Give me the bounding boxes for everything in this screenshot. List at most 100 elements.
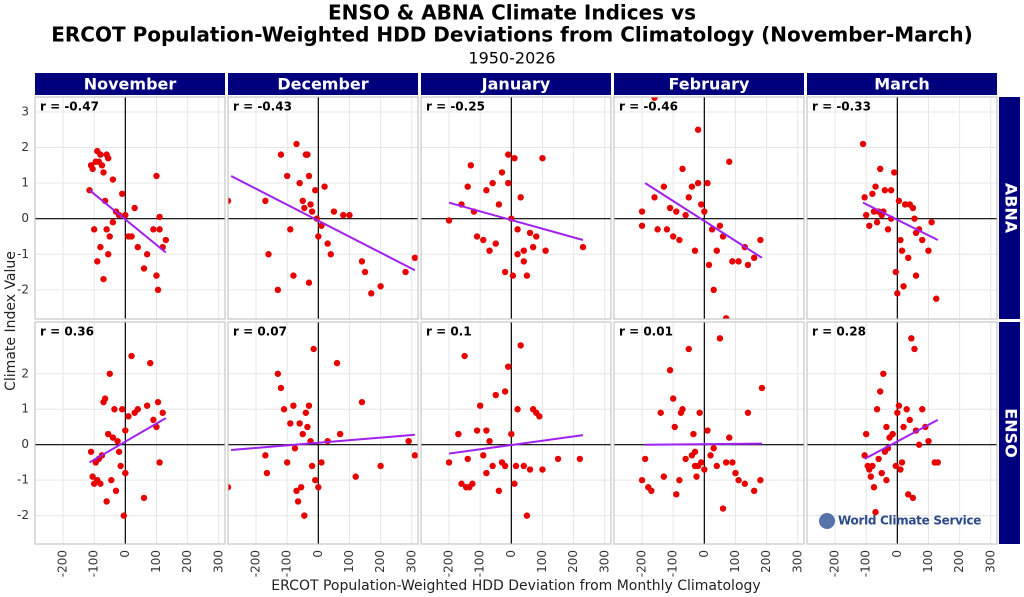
point: [473, 233, 481, 240]
point: [876, 388, 884, 395]
point: [710, 445, 717, 452]
point: [925, 437, 932, 445]
point: [307, 201, 314, 208]
trend-line: [231, 433, 415, 452]
point: [892, 462, 899, 470]
point: [880, 370, 887, 377]
point: [377, 283, 384, 290]
trend-line: [645, 442, 762, 446]
panel-plot: [35, 322, 225, 544]
point: [657, 409, 664, 416]
x-tick-label: 200: [566, 550, 580, 573]
x-tick-label: -100: [473, 550, 487, 577]
point: [505, 363, 512, 370]
point: [156, 213, 163, 221]
x-tick-label: -100: [859, 550, 873, 577]
point: [511, 480, 518, 487]
column-label: December: [277, 75, 368, 94]
point: [455, 430, 462, 438]
point: [302, 409, 310, 416]
annotation: r = 0.01: [619, 325, 673, 339]
point: [321, 183, 328, 190]
point: [114, 437, 121, 445]
y-tick-label: 3: [21, 104, 29, 118]
point: [150, 226, 157, 233]
point: [741, 480, 749, 487]
point: [473, 427, 481, 434]
point: [346, 211, 353, 219]
point: [297, 484, 305, 491]
point: [894, 290, 901, 297]
point: [94, 258, 101, 265]
annotation: r = -0.46: [619, 100, 678, 114]
point: [134, 243, 141, 251]
x-tick-label: 0: [118, 550, 132, 558]
point: [327, 251, 334, 258]
point: [542, 247, 549, 254]
point: [660, 473, 668, 480]
point: [861, 194, 868, 201]
x-tick-label: 200: [759, 550, 773, 573]
panel-border: [806, 321, 998, 545]
point: [526, 229, 534, 237]
point: [934, 459, 942, 466]
point: [722, 315, 730, 319]
point: [517, 194, 524, 201]
point: [894, 409, 901, 416]
point: [682, 211, 689, 219]
point: [694, 126, 702, 133]
point: [915, 441, 923, 448]
point: [895, 402, 903, 409]
point: [903, 406, 910, 413]
point: [358, 398, 366, 406]
point: [293, 487, 300, 495]
panel-border: [420, 321, 612, 545]
point: [411, 254, 418, 262]
point: [925, 247, 932, 254]
x-tick-label: 100: [342, 550, 356, 573]
point: [679, 406, 686, 413]
point: [109, 434, 117, 441]
point: [501, 388, 509, 395]
point: [476, 402, 484, 409]
point: [469, 480, 476, 487]
x-tick-label: 300: [211, 550, 225, 573]
point: [873, 406, 881, 413]
point: [299, 197, 306, 205]
point: [901, 201, 909, 208]
x-tick-label: -200: [828, 550, 842, 577]
point: [120, 512, 127, 519]
point: [483, 427, 490, 434]
point: [520, 247, 527, 254]
point: [97, 243, 104, 251]
point: [277, 384, 285, 392]
point: [654, 226, 661, 233]
point: [511, 154, 518, 162]
x-tick-label: 0: [504, 550, 518, 558]
point: [691, 247, 699, 254]
point: [539, 154, 546, 162]
point: [859, 140, 867, 148]
point: [89, 473, 96, 480]
panel: [228, 97, 418, 319]
point: [905, 491, 912, 498]
point: [405, 437, 412, 445]
point: [492, 240, 499, 247]
point: [526, 466, 534, 473]
point: [666, 367, 674, 374]
point: [228, 484, 232, 491]
point: [134, 406, 141, 413]
panel-border: [227, 321, 419, 545]
point: [579, 243, 587, 251]
point: [750, 254, 758, 262]
x-tick-label: 0: [311, 550, 325, 558]
x-tick-label: -200: [56, 550, 70, 577]
point: [283, 459, 291, 466]
x-tick-label: 100: [535, 550, 549, 573]
point: [867, 473, 875, 480]
column-strip: [614, 73, 804, 95]
point: [514, 406, 521, 413]
panel: [228, 322, 418, 544]
point: [301, 512, 308, 519]
